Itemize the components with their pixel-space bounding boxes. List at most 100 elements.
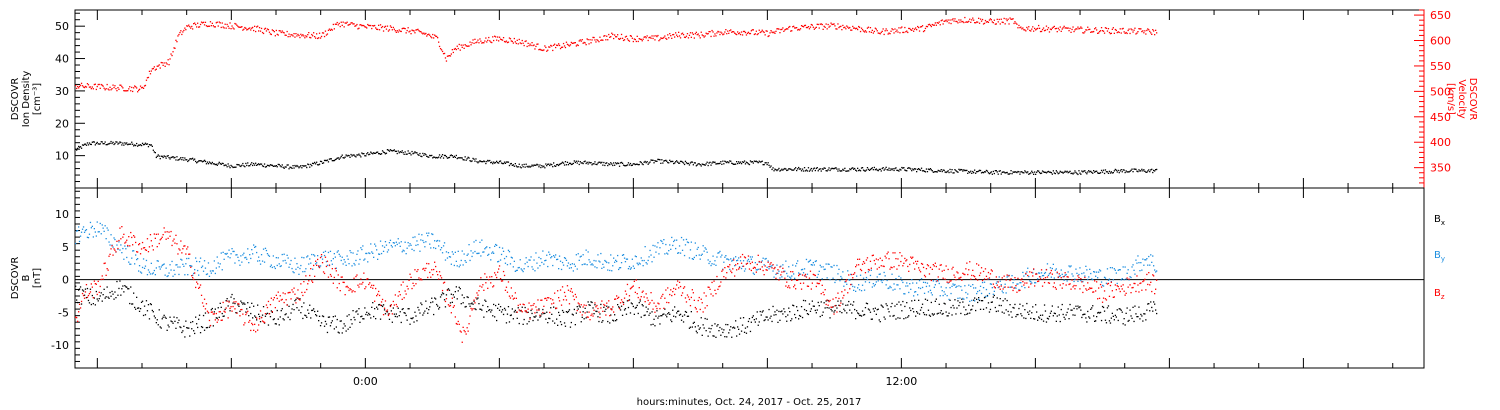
- data-point: [751, 316, 753, 319]
- data-point: [269, 164, 272, 166]
- data-point: [673, 162, 675, 165]
- data-point: [349, 288, 351, 290]
- data-point: [1017, 27, 1019, 29]
- data-point: [174, 156, 176, 159]
- data-point: [460, 303, 462, 305]
- data-point: [427, 312, 429, 314]
- data-point: [108, 89, 110, 91]
- data-point: [742, 317, 745, 319]
- data-point: [986, 170, 989, 172]
- data-point: [257, 329, 259, 331]
- data-point: [171, 321, 173, 323]
- data-point: [434, 34, 436, 36]
- data-point: [563, 164, 566, 166]
- data-point: [480, 255, 482, 257]
- data-point: [653, 318, 655, 320]
- data-point: [1011, 316, 1013, 318]
- data-point: [201, 22, 204, 24]
- data-point: [685, 35, 688, 37]
- data-point: [624, 165, 627, 167]
- data-point: [211, 311, 213, 313]
- data-point: [208, 326, 211, 328]
- data-point: [403, 27, 405, 29]
- data-point: [534, 316, 536, 318]
- data-point: [779, 319, 781, 321]
- data-point: [285, 262, 287, 264]
- data-point: [424, 310, 426, 312]
- data-point: [949, 168, 951, 171]
- data-point: [106, 268, 108, 270]
- data-point: [1002, 292, 1004, 294]
- data-point: [612, 33, 614, 36]
- data-point: [1140, 262, 1142, 264]
- data-point: [280, 166, 282, 168]
- data-point: [304, 165, 306, 167]
- data-point: [435, 35, 437, 37]
- data-point: [242, 162, 244, 165]
- data-point: [899, 168, 901, 170]
- data-point: [1124, 324, 1126, 326]
- data-point: [1140, 170, 1142, 172]
- data-point: [997, 310, 999, 312]
- data-point: [591, 39, 593, 41]
- data-point: [750, 258, 752, 260]
- data-point: [818, 27, 820, 29]
- data-point: [773, 314, 775, 316]
- data-point: [383, 309, 386, 311]
- data-point: [1037, 27, 1039, 30]
- data-point: [1076, 28, 1078, 30]
- data-point: [1080, 26, 1082, 28]
- data-point: [790, 277, 792, 279]
- data-point: [104, 297, 106, 299]
- data-point: [807, 26, 810, 28]
- data-point: [262, 165, 265, 168]
- data-point: [906, 30, 908, 32]
- data-point: [941, 19, 943, 21]
- data-point: [416, 240, 418, 242]
- data-point: [84, 143, 87, 145]
- data-point: [500, 39, 503, 41]
- data-point: [808, 28, 811, 30]
- data-point: [1098, 32, 1100, 34]
- data-point: [1125, 278, 1127, 280]
- data-point: [205, 303, 208, 305]
- data-point: [220, 163, 222, 165]
- data-point: [685, 311, 688, 313]
- data-point: [572, 270, 574, 272]
- data-point: [906, 170, 908, 172]
- data-point: [285, 299, 287, 301]
- data-point: [456, 157, 458, 160]
- data-point: [653, 162, 655, 164]
- data-point: [886, 279, 888, 282]
- data-point: [184, 274, 186, 276]
- data-point: [83, 143, 86, 145]
- data-point: [172, 322, 174, 324]
- data-point: [793, 273, 795, 275]
- data-point: [481, 161, 483, 163]
- data-point: [842, 303, 844, 305]
- data-point: [181, 252, 183, 254]
- data-point: [559, 321, 562, 323]
- data-point: [1118, 172, 1120, 174]
- data-point: [696, 34, 698, 36]
- data-point: [895, 318, 897, 320]
- data-point: [380, 304, 383, 307]
- data-point: [245, 313, 247, 316]
- data-point: [1123, 31, 1125, 33]
- data-point: [331, 268, 333, 270]
- data-point: [199, 257, 202, 259]
- data-point: [927, 291, 930, 293]
- data-point: [266, 164, 269, 166]
- data-point: [939, 24, 941, 26]
- data-point: [221, 22, 223, 24]
- data-point: [170, 320, 172, 322]
- data-point: [668, 162, 670, 164]
- data-point: [943, 20, 945, 22]
- data-point: [924, 27, 927, 30]
- data-point: [271, 311, 273, 313]
- data-point: [224, 164, 226, 166]
- data-point: [590, 264, 592, 266]
- data-point: [373, 284, 375, 287]
- data-point: [320, 254, 323, 256]
